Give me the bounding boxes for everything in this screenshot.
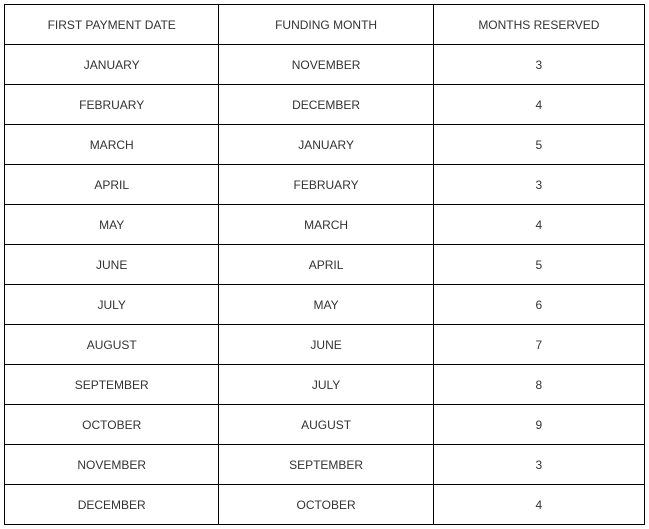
table-row: FEBRUARY DECEMBER 4 xyxy=(5,85,645,125)
table-row: OCTOBER AUGUST 9 xyxy=(5,405,645,445)
cell-first-payment-date: FEBRUARY xyxy=(5,85,219,125)
cell-first-payment-date: MARCH xyxy=(5,125,219,165)
cell-first-payment-date: JANUARY xyxy=(5,45,219,85)
cell-first-payment-date: JUNE xyxy=(5,245,219,285)
table-row: DECEMBER OCTOBER 4 xyxy=(5,485,645,525)
cell-funding-month: NOVEMBER xyxy=(219,45,433,85)
cell-months-reserved: 7 xyxy=(433,325,644,365)
cell-months-reserved: 3 xyxy=(433,445,644,485)
table-row: SEPTEMBER JULY 8 xyxy=(5,365,645,405)
table-row: APRIL FEBRUARY 3 xyxy=(5,165,645,205)
cell-first-payment-date: APRIL xyxy=(5,165,219,205)
table-row: MAY MARCH 4 xyxy=(5,205,645,245)
table-row: NOVEMBER SEPTEMBER 3 xyxy=(5,445,645,485)
table-header-row: FIRST PAYMENT DATE FUNDING MONTH MONTHS … xyxy=(5,5,645,45)
table-row: JULY MAY 6 xyxy=(5,285,645,325)
cell-funding-month: OCTOBER xyxy=(219,485,433,525)
cell-first-payment-date: NOVEMBER xyxy=(5,445,219,485)
table-row: MARCH JANUARY 5 xyxy=(5,125,645,165)
cell-months-reserved: 3 xyxy=(433,165,644,205)
cell-funding-month: JUNE xyxy=(219,325,433,365)
cell-funding-month: DECEMBER xyxy=(219,85,433,125)
cell-months-reserved: 4 xyxy=(433,85,644,125)
cell-funding-month: JANUARY xyxy=(219,125,433,165)
column-header-months-reserved: MONTHS RESERVED xyxy=(433,5,644,45)
cell-funding-month: AUGUST xyxy=(219,405,433,445)
table-row: JUNE APRIL 5 xyxy=(5,245,645,285)
cell-months-reserved: 3 xyxy=(433,45,644,85)
table-row: JANUARY NOVEMBER 3 xyxy=(5,45,645,85)
payment-schedule-table: FIRST PAYMENT DATE FUNDING MONTH MONTHS … xyxy=(4,4,645,525)
cell-first-payment-date: DECEMBER xyxy=(5,485,219,525)
cell-first-payment-date: JULY xyxy=(5,285,219,325)
cell-months-reserved: 5 xyxy=(433,245,644,285)
cell-funding-month: MAY xyxy=(219,285,433,325)
column-header-first-payment-date: FIRST PAYMENT DATE xyxy=(5,5,219,45)
cell-funding-month: JULY xyxy=(219,365,433,405)
cell-funding-month: APRIL xyxy=(219,245,433,285)
cell-months-reserved: 4 xyxy=(433,485,644,525)
cell-months-reserved: 6 xyxy=(433,285,644,325)
column-header-funding-month: FUNDING MONTH xyxy=(219,5,433,45)
cell-months-reserved: 5 xyxy=(433,125,644,165)
cell-months-reserved: 4 xyxy=(433,205,644,245)
table-row: AUGUST JUNE 7 xyxy=(5,325,645,365)
cell-first-payment-date: OCTOBER xyxy=(5,405,219,445)
cell-first-payment-date: AUGUST xyxy=(5,325,219,365)
table-body: JANUARY NOVEMBER 3 FEBRUARY DECEMBER 4 M… xyxy=(5,45,645,525)
cell-first-payment-date: MAY xyxy=(5,205,219,245)
cell-first-payment-date: SEPTEMBER xyxy=(5,365,219,405)
cell-funding-month: FEBRUARY xyxy=(219,165,433,205)
cell-funding-month: SEPTEMBER xyxy=(219,445,433,485)
cell-months-reserved: 9 xyxy=(433,405,644,445)
cell-months-reserved: 8 xyxy=(433,365,644,405)
cell-funding-month: MARCH xyxy=(219,205,433,245)
